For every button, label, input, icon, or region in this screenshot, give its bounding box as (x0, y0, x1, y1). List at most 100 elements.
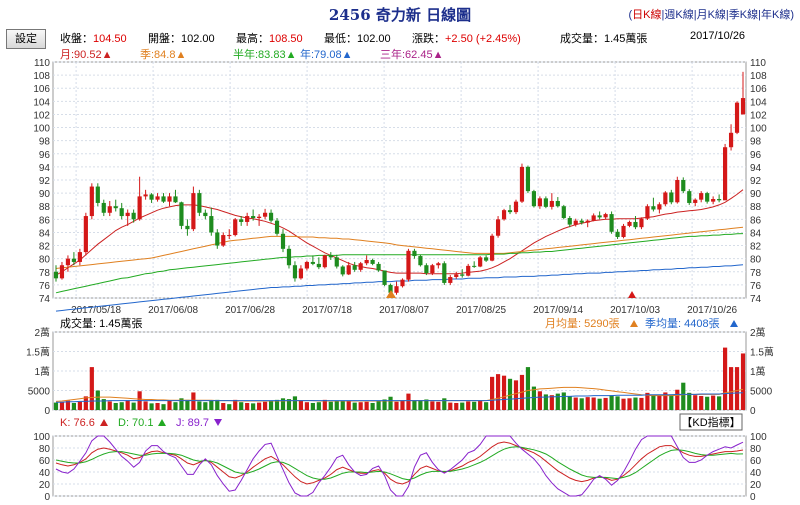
close-value: 104.50 (93, 33, 127, 45)
volume-value: 1.45萬張 (604, 33, 648, 45)
volume-bar (507, 378, 513, 410)
volume-bar (478, 401, 483, 410)
high-value: 108.50 (269, 33, 303, 45)
volume-bar (400, 401, 405, 410)
candle-body (525, 166, 531, 192)
candle-body (663, 192, 668, 205)
volume-bar (657, 395, 662, 410)
volume-bar (83, 396, 88, 410)
candle-body (460, 274, 465, 276)
volume-bar (77, 401, 82, 410)
settings-button[interactable]: 設定 (6, 29, 46, 49)
price-tick-left: 86 (39, 215, 51, 226)
candle-body (651, 206, 656, 210)
candle-body (669, 192, 674, 203)
kd-tick-right: 80 (750, 444, 762, 455)
kd-tick-right: 0 (750, 492, 756, 503)
kd-line-J (55, 435, 744, 497)
candle-body (221, 235, 226, 246)
date-tick-label: 2017/07/18 (302, 305, 352, 316)
low-value: 102.00 (357, 33, 391, 45)
kd-tick-left: 40 (39, 468, 51, 479)
candle-body (167, 196, 172, 202)
candle-body (257, 216, 262, 219)
link-weekly-k[interactable]: 週K線 (664, 9, 694, 21)
volume-bar (436, 401, 441, 410)
price-tick-right: 90 (750, 189, 762, 200)
kd-plot-area (52, 435, 747, 497)
candle-body (340, 266, 345, 275)
price-tick-left: 82 (39, 242, 51, 253)
volume-bar (191, 392, 196, 410)
candle-body (280, 233, 286, 249)
volume-bar (340, 400, 345, 410)
volume-bar (681, 382, 686, 410)
price-tick-left: 80 (39, 255, 51, 266)
volume-bar (71, 402, 77, 410)
link-yearly-k[interactable]: 年K線 (760, 9, 791, 21)
season-avg-marker (730, 320, 738, 327)
candle-body (543, 198, 548, 207)
volume-bar (639, 397, 644, 410)
candle-body (179, 202, 184, 226)
volume-bar (495, 374, 501, 410)
quarter-marker-triangle (386, 290, 396, 298)
date-tick-label: 2017/06/08 (148, 305, 198, 316)
volume-bar (310, 402, 315, 410)
price-tick-left: 96 (39, 150, 51, 161)
ma-quarter-text: 季:84.8 (140, 49, 176, 61)
candle-body (555, 200, 560, 207)
volume-bar (609, 395, 614, 410)
volume-tick-right: 1萬 (750, 365, 766, 378)
candle-body (728, 132, 734, 148)
volume-bar (125, 400, 130, 410)
j-legend-marker (214, 419, 222, 426)
date-tick-label: 2017/10/03 (610, 305, 660, 316)
volume-bar (537, 391, 542, 410)
volume-bar (699, 395, 704, 410)
month-avg-marker (630, 320, 638, 327)
kd-tick-left: 100 (33, 432, 50, 443)
volume-bar (442, 398, 447, 410)
price-tick-left: 102 (33, 110, 50, 121)
link-quarterly-k[interactable]: 季K線 (728, 9, 759, 21)
volume-bar (167, 400, 172, 410)
volume-bar (501, 375, 507, 410)
volume-bar (722, 347, 728, 410)
kd-tick-right: 100 (750, 432, 767, 443)
ma-line-半年 (55, 233, 744, 294)
date-tick-label: 2017/09/14 (533, 305, 583, 316)
candle-body (472, 265, 477, 267)
price-tick-left: 90 (39, 189, 51, 200)
candle-body (531, 191, 537, 207)
volume-bar (513, 380, 519, 410)
candle-body (358, 263, 363, 270)
volume-bar (161, 404, 166, 410)
candle-body (251, 216, 256, 219)
price-tick-right: 94 (750, 163, 762, 174)
volume-bar (203, 402, 208, 410)
volume-bar (346, 401, 351, 410)
volume-tick-left: 1.5萬 (26, 346, 50, 359)
volume-bar (454, 402, 459, 410)
volume-tick-right: 0 (750, 406, 756, 417)
volume-bar (669, 394, 674, 410)
link-daily-k[interactable]: 日K線 (632, 9, 662, 21)
volume-bar (143, 401, 148, 410)
ma-legend-quarter: 季:84.8▲ (140, 46, 186, 62)
price-tick-right: 74 (750, 294, 762, 305)
volume-bar (663, 392, 668, 410)
candle-body (143, 194, 148, 197)
ma-legend-month: 月:90.52▲ (60, 46, 112, 62)
volume-label: 成交量： (560, 33, 604, 45)
volume-tick-right: 1.5萬 (750, 346, 774, 359)
candle-body (131, 212, 136, 220)
close-label: 收盤： (60, 33, 93, 45)
volume-bar (406, 393, 411, 410)
volume-legend-label: 成交量: 1.45萬張 (60, 316, 143, 330)
link-monthly-k[interactable]: 月K線 (696, 9, 726, 21)
close-info: 收盤：104.50 (60, 30, 127, 46)
volume-bar (388, 396, 393, 410)
volume-bar (418, 400, 423, 410)
